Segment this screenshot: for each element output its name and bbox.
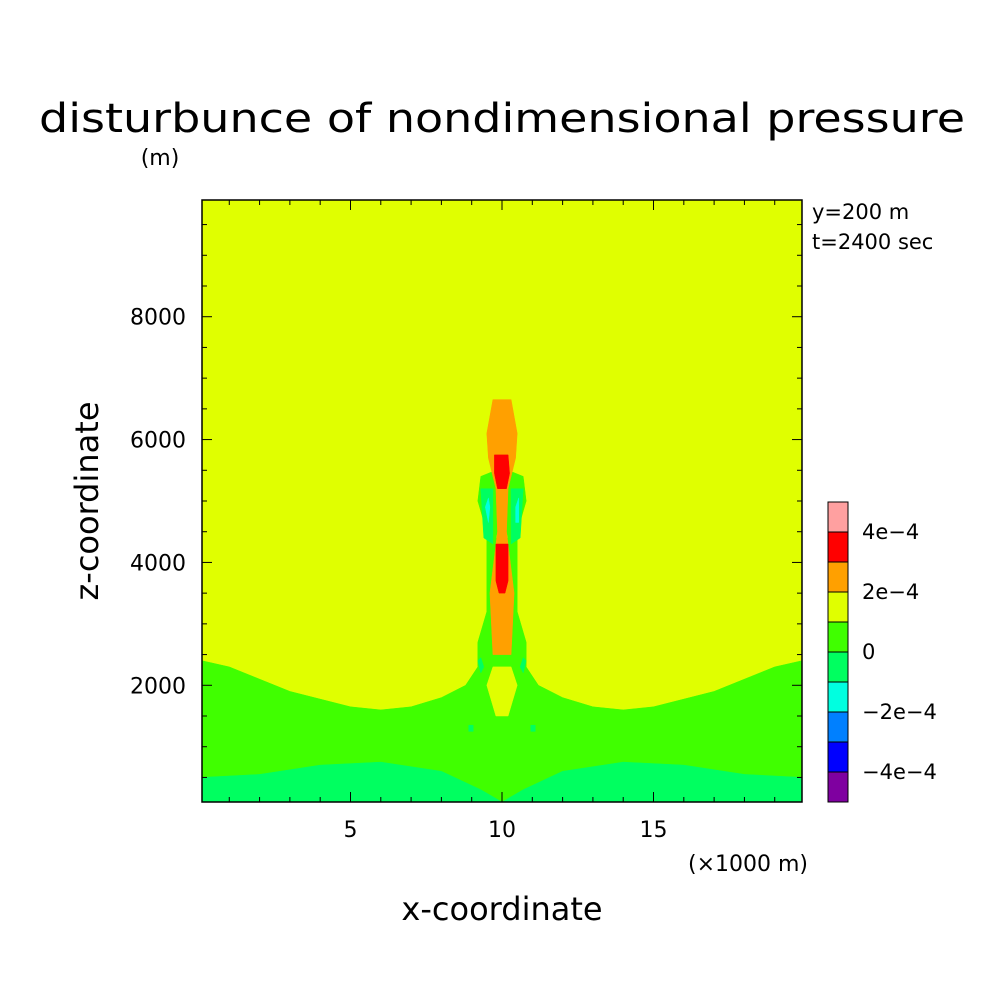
- contour-region-3: [477, 657, 485, 674]
- colorbar-swatch: [827, 651, 849, 683]
- x-tick-label: 15: [640, 818, 668, 843]
- x-axis-ticks: 5 10 15: [343, 818, 667, 843]
- colorbar-tick-label: 0: [862, 640, 875, 664]
- contour-region-11: [494, 454, 510, 489]
- colorbar-swatch: [827, 681, 849, 713]
- contour-region-7: [485, 497, 491, 523]
- contour-region-14: [530, 724, 536, 732]
- colorbar-swatch: [827, 531, 849, 563]
- y-tick-label: 4000: [130, 551, 186, 576]
- x-tick-label: 10: [488, 818, 516, 843]
- x-axis-label: x-coordinate: [401, 890, 602, 928]
- colorbar-tick-label: −2e−4: [862, 700, 937, 724]
- chart-title: disturbunce of nondimensional pressure: [39, 96, 965, 142]
- colorbar-tick-label: 4e−4: [862, 520, 919, 544]
- colorbar-tick-label: 2e−4: [862, 580, 919, 604]
- minor-ticks: [202, 200, 802, 802]
- colorbar-swatch: [827, 621, 849, 653]
- contour-region-8: [515, 497, 519, 523]
- contour-region-9: [486, 666, 518, 717]
- colorbar-swatch: [827, 741, 849, 773]
- contour-region-12: [495, 543, 509, 594]
- y-axis-unit: (m): [141, 146, 180, 171]
- colorbar-swatch: [827, 501, 849, 533]
- x-axis-unit: (×1000 m): [688, 852, 808, 877]
- y-tick-label: 8000: [130, 306, 186, 331]
- colorbar-swatch: [827, 591, 849, 623]
- plot-area: [201, 200, 803, 803]
- annotation-t: t=2400 sec: [812, 230, 933, 254]
- colorbar-swatch: [827, 771, 849, 803]
- y-tick-label: 6000: [130, 429, 186, 454]
- colorbar-tick-label: −4e−4: [862, 760, 937, 784]
- colorbar: −4e−4 −2e−4 0 2e−4 4e−4: [827, 501, 937, 803]
- contour-region-13: [468, 724, 474, 732]
- contour-region-5: [480, 488, 494, 545]
- y-axis-ticks: 2000 4000 6000 8000: [130, 306, 186, 700]
- colorbar-swatch: [827, 711, 849, 743]
- x-tick-label: 5: [343, 818, 357, 843]
- annotation-y: y=200 m: [812, 200, 909, 224]
- contour-region-4: [519, 657, 527, 674]
- y-axis-label: z-coordinate: [68, 401, 106, 600]
- colorbar-swatch: [827, 561, 849, 593]
- y-tick-label: 2000: [130, 674, 186, 699]
